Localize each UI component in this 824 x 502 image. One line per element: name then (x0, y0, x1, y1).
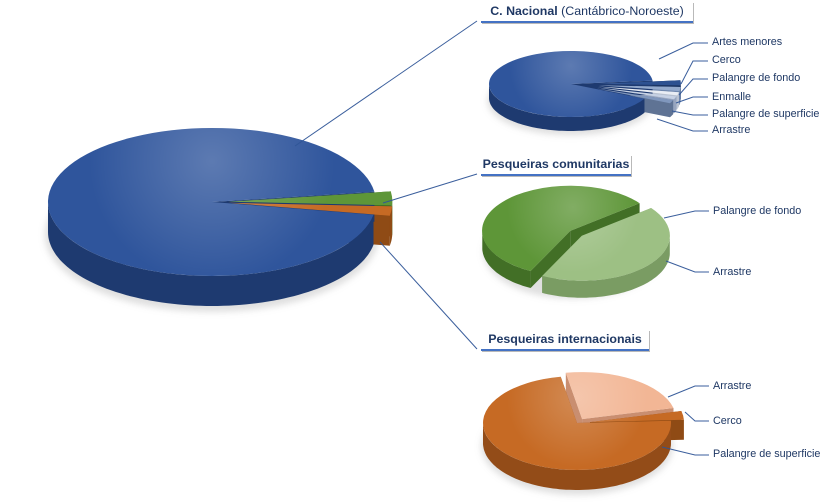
section-title-nacional-bold: C. Nacional (490, 4, 558, 18)
label-nacional-artes-menores: Artes menores (712, 36, 783, 48)
label-internacionais-arrastre: Arrastre (713, 380, 752, 392)
label-nacional-palangre-fondo: Palangre de fondo (712, 72, 801, 84)
label-nacional-enmalle: Enmalle (712, 91, 752, 103)
section-title-nacional-rest: (Cantábrico-Noroeste) (557, 4, 684, 18)
label-comunitarias-arrastre: Arrastre (713, 266, 752, 278)
section-title-internacionais: Pesqueiras internacionais (481, 330, 649, 351)
label-internacionais-cerco: Cerco (713, 415, 742, 427)
pie-internacionais (481, 372, 684, 495)
pie-comunitarias (482, 185, 670, 299)
callout-lines (294, 20, 709, 456)
label-nacional-palangre-superficie: Palangre de superficie (712, 108, 820, 120)
label-comunitarias-palangre-fondo: Palangre de fondo (713, 205, 802, 217)
label-internacionais-palangre-superficie: Palangre de superficie (713, 448, 821, 460)
section-title-comunitarias: Pesqueiras comunitarias (481, 155, 631, 176)
label-nacional-arrastre: Arrastre (712, 124, 751, 136)
section-title-nacional: C. Nacional (Cantábrico-Noroeste) (481, 2, 693, 23)
pie-fleet-total (44, 127, 393, 312)
label-nacional-cerco: Cerco (712, 54, 741, 66)
pie-nacional (487, 50, 681, 136)
